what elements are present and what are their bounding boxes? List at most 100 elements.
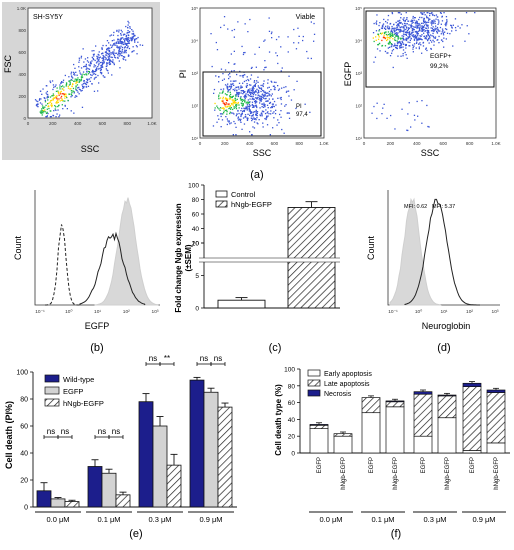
scatter-dot [373, 40, 375, 43]
scatter-dot [108, 42, 110, 44]
scatter-dot [401, 37, 403, 39]
scatter-dot [411, 34, 413, 36]
scatter-dot [41, 114, 43, 116]
scatter-dot [432, 22, 434, 25]
bar-category-label: EGFP [421, 457, 427, 473]
scatter-dot [399, 26, 401, 29]
scatter-dot [233, 102, 236, 104]
scatter-dot [266, 95, 269, 97]
scatter-dot [428, 34, 430, 37]
scatter-dot [402, 39, 404, 41]
scatter-dot [387, 52, 389, 54]
scatter-dot [72, 87, 75, 90]
scatter-dot [242, 82, 244, 84]
scatter-dot [84, 74, 86, 76]
scatter-dot [268, 51, 271, 53]
scatter-dot [422, 29, 424, 31]
scatter-dot [400, 44, 402, 46]
scatter-dot [429, 14, 431, 17]
y-tick-label: 20 [288, 434, 296, 441]
histogram-x-tick: 10³ [492, 309, 499, 315]
scatter-dot [400, 17, 402, 19]
scatter-dot [130, 37, 132, 40]
scatter-dot [426, 36, 428, 38]
scatter-dot [388, 27, 391, 30]
scatter-dot [66, 96, 68, 99]
flow-x-tick: 400 [74, 121, 82, 126]
sig-label: ns [149, 354, 157, 363]
scatter-dot [108, 57, 110, 59]
scatter-dot [390, 29, 393, 31]
scatter-dot [127, 20, 129, 23]
scatter-dot [56, 100, 58, 103]
scatter-dot [413, 38, 416, 40]
scatter-dot [284, 105, 286, 107]
scatter-dot [249, 110, 251, 112]
scatter-dot [304, 103, 306, 105]
scatter-dot [106, 54, 108, 56]
scatter-dot [251, 88, 253, 90]
scatter-dot [233, 107, 235, 109]
scatter-dot [64, 104, 66, 107]
scatter-dot [389, 38, 391, 40]
scatter-dot [272, 98, 274, 100]
scatter-dot [261, 115, 263, 117]
scatter-dot [93, 90, 96, 92]
scatter-dot [416, 31, 418, 33]
scatter-dot [420, 12, 422, 14]
scatter-dot [97, 64, 100, 66]
scatter-dot [266, 112, 268, 114]
scatter-dot [253, 91, 256, 93]
scatter-dot [383, 34, 385, 36]
scatter-dot [407, 31, 409, 34]
scatter-dot [44, 109, 46, 111]
scatter-dot [113, 39, 115, 41]
scatter-dot [124, 33, 126, 36]
scatter-dot [248, 108, 250, 110]
scatter-dot [430, 21, 432, 23]
scatter-dot [397, 42, 399, 45]
scatter-dot [266, 104, 269, 106]
scatter-dot [420, 38, 422, 40]
scatter-dot [427, 12, 429, 14]
scatter-dot [39, 111, 41, 113]
legend-label-hngb-egfp: hNgb-EGFP [63, 399, 104, 408]
y-tick-label: 40 [20, 451, 28, 458]
scatter-dot [219, 97, 222, 99]
scatter-dot [257, 81, 259, 83]
scatter-dot [226, 87, 228, 89]
scatter-dot [256, 88, 258, 90]
scatter-dot [215, 41, 217, 44]
scatter-dot [278, 88, 281, 90]
scatter-dot [242, 117, 245, 119]
scatter-dot [293, 89, 295, 91]
scatter-dot [78, 66, 80, 68]
scatter-dot [121, 43, 123, 45]
scatter-dot [123, 33, 125, 35]
scatter-dot [91, 56, 93, 58]
scatter-dot [248, 110, 250, 112]
scatter-dot [306, 50, 308, 53]
scatter-dot [382, 36, 385, 39]
scatter-dot [426, 49, 428, 52]
scatter-dot [71, 90, 73, 92]
scatter-dot [117, 54, 119, 56]
scatter-dot [445, 38, 447, 40]
scatter-dot [96, 68, 98, 70]
scatter-dot [80, 80, 82, 82]
scatter-dot [254, 118, 257, 120]
scatter-dot [414, 22, 416, 24]
scatter-dot [385, 28, 387, 30]
scatter-dot [409, 45, 411, 47]
scatter-dot [242, 76, 244, 78]
scatter-dot [259, 115, 262, 117]
scatter-dot [58, 94, 60, 96]
scatter-dot [82, 73, 84, 75]
panel-label-a: (a) [250, 169, 263, 181]
scatter-dot [413, 26, 415, 28]
scatter-dot [264, 106, 266, 108]
scatter-dot [402, 27, 404, 29]
scatter-dot [442, 34, 445, 36]
scatter-dot [107, 62, 109, 64]
